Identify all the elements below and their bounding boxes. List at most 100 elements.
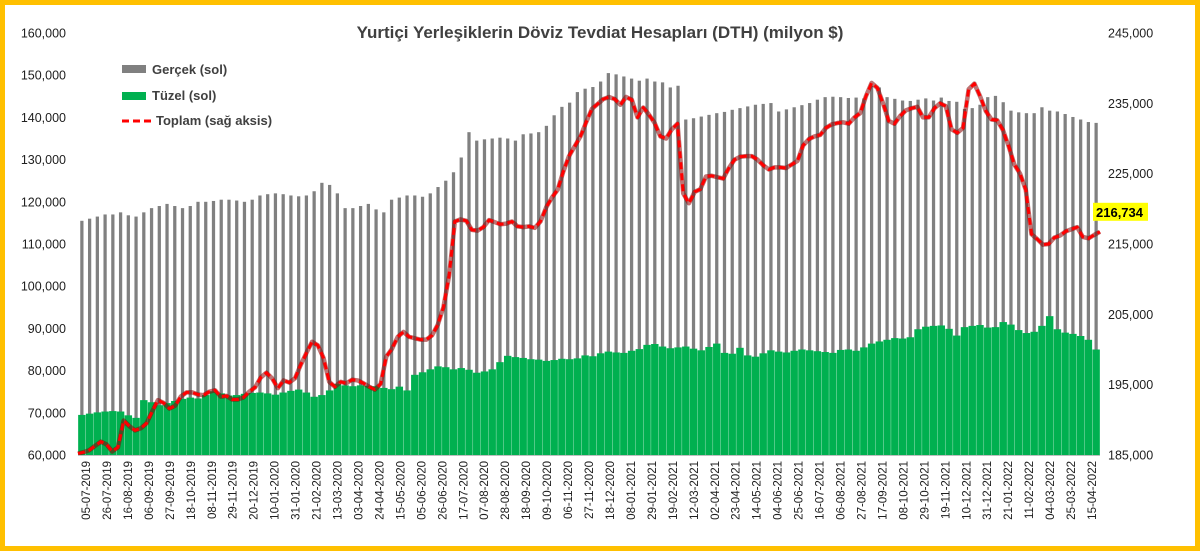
gercek-bar [320, 182, 324, 455]
gercek-bar [358, 206, 363, 455]
left-y-axis: 60,000 70,000 80,000 90,000 100,000 110,000 12… [21, 27, 66, 463]
tuzel-bar [627, 350, 636, 455]
tuzel-bar [418, 372, 427, 455]
x-tick-label: 28-08-2020 [500, 461, 512, 520]
gercek-bar [157, 206, 161, 455]
gercek-bar [513, 140, 518, 456]
gercek-bar [591, 87, 595, 456]
tuzel-bar [589, 356, 597, 455]
gercek-bar [993, 95, 998, 455]
x-tick-label: 13-03-2020 [333, 461, 345, 520]
gercek-bar [645, 78, 649, 455]
gercek-bar [862, 98, 866, 455]
gercek-bar [428, 193, 432, 456]
x-tick-label: 02-04-2021 [710, 461, 722, 520]
gercek-bar [560, 106, 564, 455]
gercek-bar [521, 134, 525, 455]
x-tick-label: 24-04-2020 [374, 461, 386, 520]
x-tick-label: 10-01-2020 [270, 461, 282, 520]
gercek-bar [111, 214, 115, 455]
tuzel-bar [163, 403, 171, 455]
tuzel-bar [805, 350, 814, 455]
tuzel-bar [782, 352, 791, 455]
tuzel-bar [186, 397, 194, 455]
gercek-bar [962, 108, 967, 456]
tuzel-bar [171, 400, 179, 455]
gercek-bar [869, 85, 874, 455]
gercek-bar [180, 208, 185, 455]
tuzel-bar [302, 392, 311, 455]
gercek-bar [575, 92, 580, 455]
gercek-bar [808, 103, 812, 456]
gercek-bar [351, 208, 355, 455]
gercek-bar [947, 100, 951, 455]
gercek-bar [328, 184, 332, 456]
x-tick-label: 08-11-2019 [207, 461, 219, 519]
x-tick-label: 15-05-2020 [395, 461, 407, 520]
chart-title: Yurtiçi Yerleşiklerin Döviz Tevdiat Hesa… [357, 23, 844, 42]
tuzel-bar [968, 325, 976, 455]
tuzel-bar [1038, 325, 1046, 455]
tuzel-bar [202, 395, 210, 455]
tuzel-bar [93, 412, 102, 455]
gercek-bar [467, 132, 471, 456]
tuzel-bar [403, 390, 411, 455]
gercek-bar [103, 214, 107, 455]
tuzel-bar [759, 353, 767, 455]
tuzel-bar [1007, 324, 1015, 455]
gercek-bar [1079, 119, 1083, 455]
tuzel-bar [736, 347, 744, 455]
tuzel-bar [991, 327, 1000, 455]
tuzel-bar [488, 369, 496, 455]
tuzel-bar [310, 396, 318, 455]
gercek-bar [297, 196, 301, 455]
gercek-bar [753, 104, 758, 456]
tuzel-bar [829, 352, 837, 455]
tuzel-bar [836, 349, 845, 455]
gercek-bar [475, 140, 479, 456]
tuzel-bar [550, 360, 558, 455]
gercek-bar [242, 201, 247, 455]
right-y-axis: 185,000 195,000 205,000 215,000 225,000 235,0… [1108, 27, 1153, 463]
x-tick-label: 16-07-2021 [815, 461, 827, 520]
toplam-line [77, 81, 1101, 456]
x-tick-label: 31-01-2020 [291, 461, 303, 520]
tuzel-bar [101, 411, 109, 455]
gercek-bar [854, 97, 858, 455]
gercek-bar [1024, 113, 1029, 456]
tuzel-bar [581, 355, 589, 455]
x-tick-label: 29-10-2021 [919, 461, 931, 520]
gercek-bar [335, 193, 339, 456]
tuzel-bar [527, 359, 535, 455]
tuzel-bar [263, 393, 272, 455]
gercek-bar [258, 195, 262, 455]
x-tick-label: 03-04-2020 [353, 461, 365, 520]
gercek-bar [126, 215, 130, 455]
gercek-bar [312, 191, 316, 455]
gercek-bar [978, 104, 982, 456]
tuzel-bar [929, 325, 938, 455]
x-tick-label: 26-06-2020 [437, 461, 449, 520]
legend-swatch-tuzel [122, 92, 146, 100]
gercek-bar [598, 81, 603, 455]
tuzel-bar [225, 395, 233, 455]
tuzel-bar [1069, 333, 1077, 455]
x-tick-label: 18-09-2020 [521, 461, 533, 520]
x-tick-label: 27-09-2019 [165, 461, 177, 520]
tuzel-bar [999, 322, 1007, 455]
left-tick-label: 110,000 [22, 238, 66, 252]
gercek-bar [382, 212, 386, 455]
tuzel-bar [798, 349, 806, 455]
gercek-bar [715, 113, 719, 456]
tuzel-bar [147, 402, 156, 455]
tuzel-bar [573, 358, 582, 455]
gercek-bar [80, 220, 84, 455]
tuzel-bar [705, 346, 713, 455]
tuzel-bar [178, 398, 187, 455]
tuzel-bar [449, 369, 458, 455]
gercek-bar [1086, 122, 1091, 455]
tuzel-bar [682, 346, 690, 455]
gercek-bar [118, 212, 123, 455]
x-tick-label: 05-06-2020 [416, 461, 428, 520]
